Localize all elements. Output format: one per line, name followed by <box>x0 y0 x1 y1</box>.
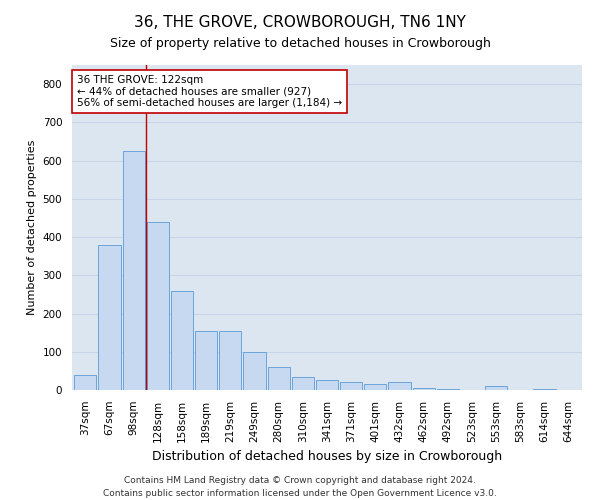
Bar <box>244 352 266 390</box>
Bar <box>292 376 314 390</box>
Bar <box>364 384 386 390</box>
Bar <box>195 330 217 390</box>
Text: 36 THE GROVE: 122sqm
← 44% of detached houses are smaller (927)
56% of semi-deta: 36 THE GROVE: 122sqm ← 44% of detached h… <box>77 74 342 108</box>
X-axis label: Distribution of detached houses by size in Crowborough: Distribution of detached houses by size … <box>152 450 502 463</box>
Bar <box>171 290 193 390</box>
Bar <box>74 374 97 390</box>
Bar <box>413 388 435 390</box>
Text: Size of property relative to detached houses in Crowborough: Size of property relative to detached ho… <box>110 38 490 51</box>
Bar <box>268 367 290 390</box>
Text: 36, THE GROVE, CROWBOROUGH, TN6 1NY: 36, THE GROVE, CROWBOROUGH, TN6 1NY <box>134 15 466 30</box>
Bar <box>533 389 556 390</box>
Bar <box>340 382 362 390</box>
Bar <box>485 386 508 390</box>
Y-axis label: Number of detached properties: Number of detached properties <box>27 140 37 315</box>
Bar <box>98 244 121 390</box>
Bar <box>437 389 459 390</box>
Bar <box>388 382 410 390</box>
Bar <box>316 380 338 390</box>
Bar <box>122 151 145 390</box>
Text: Contains HM Land Registry data © Crown copyright and database right 2024.
Contai: Contains HM Land Registry data © Crown c… <box>103 476 497 498</box>
Bar <box>146 222 169 390</box>
Bar <box>219 330 241 390</box>
